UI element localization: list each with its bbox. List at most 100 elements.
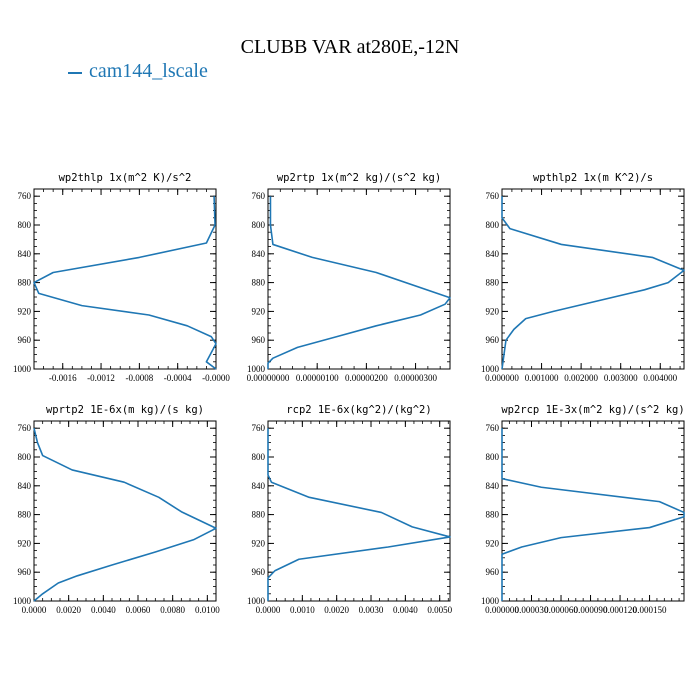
y-tick-label: 880 [486, 278, 500, 288]
legend-line-swatch [68, 72, 82, 74]
y-tick-label: 920 [18, 538, 32, 548]
y-tick-label: 1000 [13, 364, 32, 374]
x-tick-label: 0.0100 [195, 605, 220, 615]
panel-title: wprtp2 1E-6x(m kg)/(s kg) [46, 404, 204, 416]
y-tick-label: 760 [486, 191, 500, 201]
x-tick-label: 0.002000 [564, 373, 598, 383]
plot-frame [501, 188, 685, 370]
y-tick-label: 880 [252, 278, 266, 288]
x-tick-label: -0.0004 [164, 373, 192, 383]
series-line [501, 196, 685, 370]
chart-panel: wprtp2 1E-6x(m kg)/(s kg) 760 800 840 880 920… [13, 404, 220, 615]
plot-frame [33, 188, 217, 370]
y-tick-label: 840 [18, 481, 32, 491]
plot-frame [33, 420, 217, 602]
x-tick-label: 0.0050 [427, 605, 452, 615]
y-tick-label: 760 [18, 423, 32, 433]
y-tick-label: 760 [252, 423, 266, 433]
y-tick-label: 800 [252, 452, 266, 462]
chart-panel: rcp2 1E-6x(kg^2)/(kg^2) 760 800 840 880 920 96… [247, 404, 453, 615]
y-tick-label: 840 [486, 481, 500, 491]
series-line [33, 196, 217, 370]
y-tick-label: 960 [252, 335, 266, 345]
x-tick-label: 0.00000200 [345, 373, 388, 383]
panel-title: rcp2 1E-6x(kg^2)/(kg^2) [286, 404, 431, 416]
x-tick-label: 0.000150 [633, 605, 667, 615]
x-tick-label: 0.001000 [525, 373, 559, 383]
y-tick-label: 880 [18, 510, 32, 520]
x-tick-label: 0.0030 [359, 605, 384, 615]
y-tick-label: 920 [252, 538, 266, 548]
x-tick-label: 0.0010 [290, 605, 315, 615]
x-tick-label: 0.0040 [393, 605, 418, 615]
chart-panel: wp2rtp 1x(m^2 kg)/(s^2 kg) 760 800 840 880 92… [247, 172, 451, 383]
y-tick-label: 800 [486, 452, 500, 462]
plot-frame [267, 188, 451, 370]
x-tick-label: 0.000030 [515, 605, 549, 615]
series-line [501, 428, 685, 601]
y-tick-label: 760 [252, 191, 266, 201]
y-tick-label: 920 [486, 538, 500, 548]
y-tick-label: 960 [18, 335, 32, 345]
plot-frame [501, 420, 685, 602]
x-tick-label: -0.0012 [87, 373, 115, 383]
x-tick-label: 0.00000000 [247, 373, 290, 383]
x-tick-label: 0.0060 [126, 605, 151, 615]
y-tick-label: 960 [486, 335, 500, 345]
chart-panel: wp2rcp 1E-3x(m^2 kg)/(s^2 kg)760 800 840 88… [481, 404, 685, 615]
y-tick-label: 880 [18, 278, 32, 288]
y-tick-label: 1000 [247, 364, 266, 374]
x-tick-label: 0.0020 [324, 605, 349, 615]
x-tick-label: 0.004000 [643, 373, 677, 383]
chart-panel: wp2thlp 1x(m^2 K)/s^2 760 800 840 880 920 960 1… [13, 172, 230, 383]
y-tick-label: 1000 [247, 596, 266, 606]
y-tick-label: 840 [486, 249, 500, 259]
y-tick-label: 840 [252, 249, 266, 259]
y-tick-label: 880 [252, 510, 266, 520]
x-tick-label: 0.0000 [22, 605, 47, 615]
series-line [33, 428, 217, 602]
x-tick-label: 0.0000 [256, 605, 281, 615]
y-tick-label: 800 [18, 452, 32, 462]
y-tick-label: 960 [18, 567, 32, 577]
panel-title: wp2thlp 1x(m^2 K)/s^2 [59, 172, 192, 184]
y-tick-label: 960 [486, 567, 500, 577]
legend-label: cam144_lscale [89, 60, 208, 82]
y-tick-label: 840 [18, 249, 32, 259]
x-tick-label: -0.0016 [49, 373, 77, 383]
x-tick-label: 0.000120 [603, 605, 637, 615]
x-tick-label: 0.000000 [485, 373, 519, 383]
x-tick-label: 0.000060 [544, 605, 578, 615]
chart-panel: wpthlp2 1x(m K^2)/s 760 800 840 880 920 960 100… [481, 172, 685, 383]
x-tick-label: 0.00000100 [296, 373, 339, 383]
y-tick-label: 760 [486, 423, 500, 433]
plot-frame [267, 420, 451, 602]
y-tick-label: 800 [18, 220, 32, 230]
y-tick-label: 760 [18, 191, 32, 201]
x-tick-label: 0.0020 [56, 605, 81, 615]
panel-title: wp2rcp 1E-3x(m^2 kg)/(s^2 kg) [501, 404, 684, 416]
y-tick-label: 1000 [13, 596, 32, 606]
y-tick-label: 1000 [481, 364, 500, 374]
x-tick-label: 0.00000300 [394, 373, 437, 383]
x-tick-label: 0.0040 [91, 605, 116, 615]
x-tick-label: 0.003000 [604, 373, 638, 383]
y-tick-label: 920 [18, 306, 32, 316]
figure-title: CLUBB VAR at280E,-12N [240, 36, 460, 58]
x-tick-label: -0.0000 [202, 373, 230, 383]
y-tick-label: 800 [252, 220, 266, 230]
series-line [267, 196, 451, 369]
x-tick-label: 0.000000 [485, 605, 519, 615]
y-tick-label: 800 [486, 220, 500, 230]
panel-title: wp2rtp 1x(m^2 kg)/(s^2 kg) [277, 172, 441, 184]
y-tick-label: 960 [252, 567, 266, 577]
x-tick-label: -0.0008 [125, 373, 153, 383]
y-tick-label: 1000 [481, 596, 500, 606]
x-tick-label: 0.000090 [574, 605, 608, 615]
y-tick-label: 880 [486, 510, 500, 520]
series-line [267, 428, 451, 601]
panel-title: wpthlp2 1x(m K^2)/s [533, 172, 653, 184]
x-tick-label: 0.0080 [160, 605, 185, 615]
y-tick-label: 840 [252, 481, 266, 491]
